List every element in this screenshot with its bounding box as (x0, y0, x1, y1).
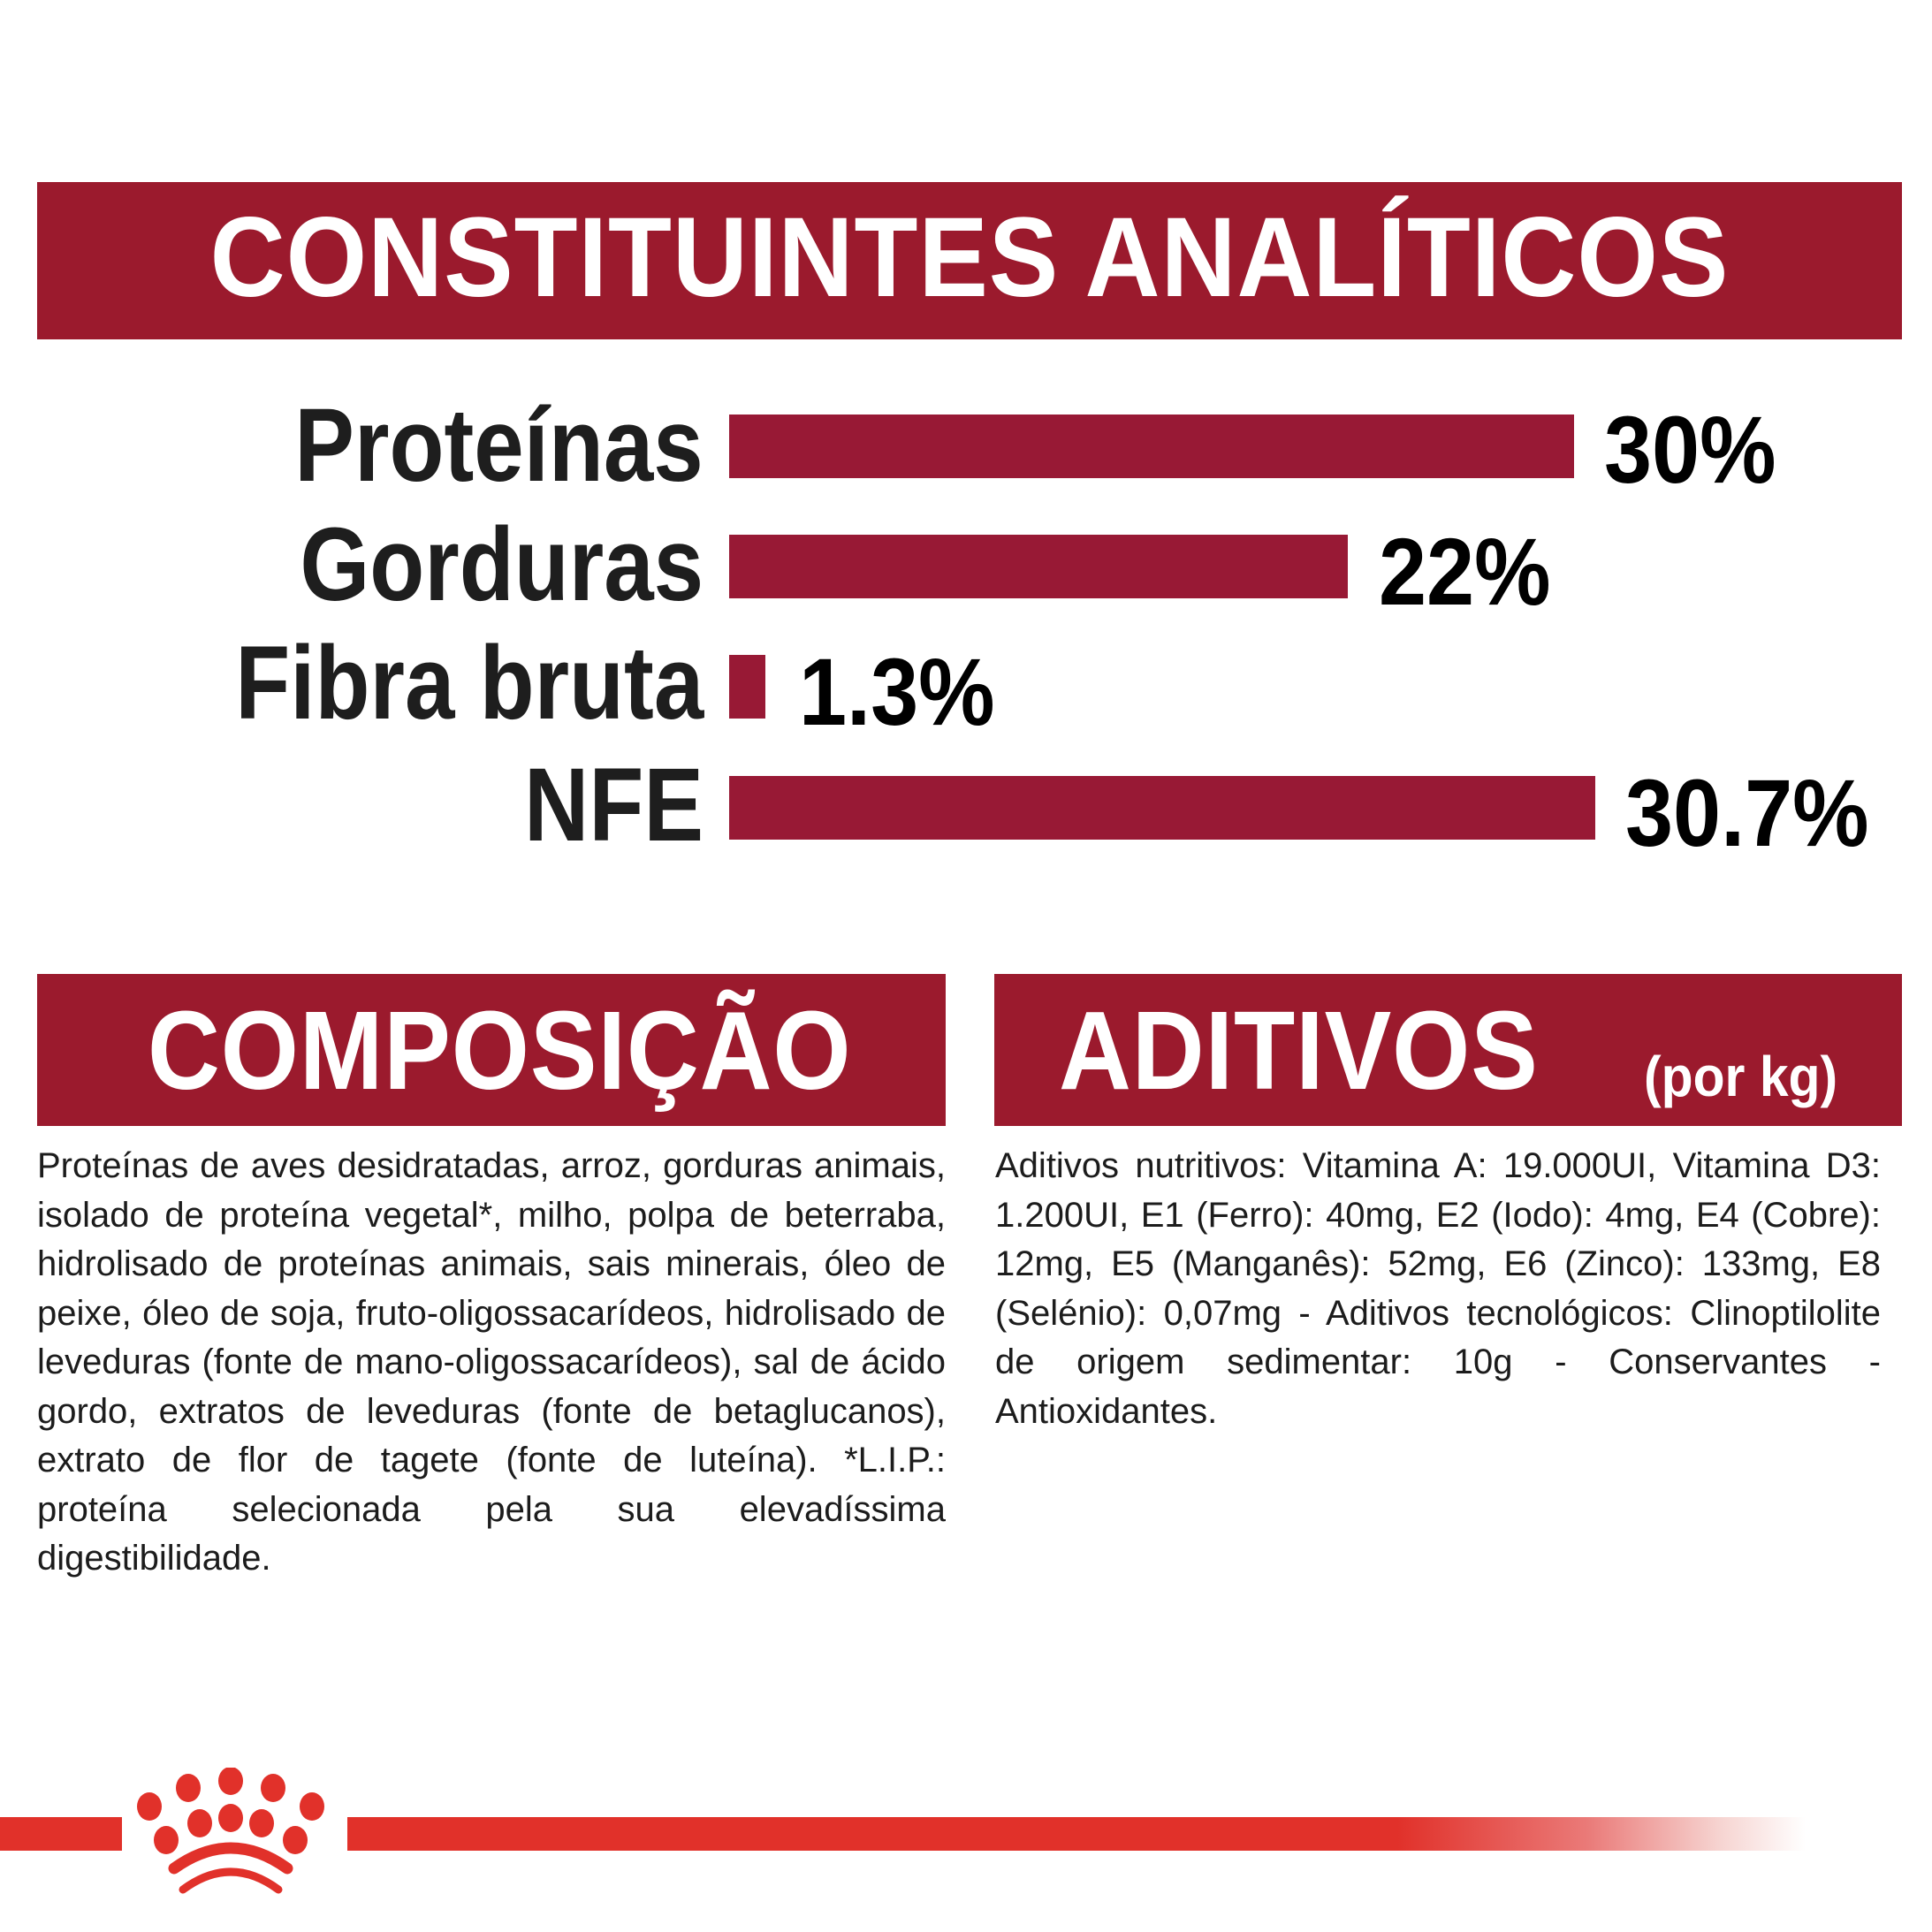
analytical-constituents-title: CONSTITUINTES ANALÍTICOS (209, 194, 1730, 321)
label-proteinas: Proteínas (294, 387, 704, 504)
composition-text: Proteínas de aves desidratadas, arroz, g… (37, 1146, 946, 1578)
bar-nfe (729, 776, 1595, 840)
label-gorduras: Gorduras (300, 506, 704, 623)
footer-bar-right (347, 1817, 1806, 1851)
value-nfe: 30.7% (1625, 759, 1869, 866)
label-fibra-bruta: Fibra bruta (234, 625, 704, 742)
bar-proteinas (729, 415, 1574, 478)
analytical-constituents-header: CONSTITUINTES ANALÍTICOS (37, 182, 1902, 339)
value-proteinas: 30% (1604, 396, 1776, 503)
value-gorduras: 22% (1379, 518, 1551, 625)
footer-bar-left (0, 1817, 122, 1851)
crown-icon (137, 1768, 324, 1894)
value-fibra-bruta: 1.3% (799, 638, 995, 745)
additives-subtitle: (por kg) (1644, 1045, 1838, 1108)
additives-text: Aditivos nutritivos: Vitamina A: 19.000U… (995, 1146, 1881, 1431)
label-nfe: NFE (524, 747, 704, 863)
additives-title: ADITIVOS (1059, 988, 1539, 1113)
bar-fibra-bruta (729, 655, 765, 719)
bar-gorduras (729, 535, 1348, 598)
composition-header: COMPOSIÇÃO (37, 974, 946, 1126)
composition-title: COMPOSIÇÃO (148, 988, 852, 1113)
additives-header: ADITIVOS (por kg) (994, 974, 1902, 1126)
